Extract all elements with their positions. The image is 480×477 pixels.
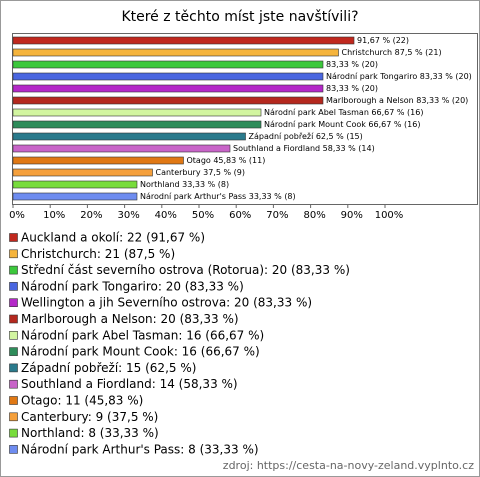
legend-swatch [9, 330, 18, 340]
legend-swatch [9, 265, 18, 275]
source: zdroj: https://cesta-na-novy-zeland.vypl… [223, 459, 474, 472]
legend-swatch [9, 379, 18, 389]
bar [12, 60, 324, 69]
legend-swatch [9, 347, 18, 356]
legend-swatch [9, 298, 18, 308]
bar [12, 120, 262, 129]
x-tick-label: 50% [192, 210, 214, 221]
x-tick-label: 0% [9, 210, 25, 221]
bar [12, 72, 324, 81]
legend-label: Národní park Abel Tasman: 16 (66,67 %) [21, 328, 264, 342]
legend-label: Národní park Arthur's Pass: 8 (33,33 %) [21, 442, 259, 456]
bar [12, 192, 138, 201]
x-tick-label: 80% [303, 210, 325, 221]
bar [12, 108, 262, 117]
legend-swatch [9, 445, 18, 454]
legend-label: Wellington a jih Severního ostrova: 20 (… [21, 296, 312, 310]
legend-label: Canterbury: 9 (37,5 %) [21, 410, 158, 424]
data-label: Canterbury 37,5 % (9) [156, 168, 245, 177]
data-label: 83,33 % (20) [326, 60, 378, 69]
plot-area [12, 33, 478, 205]
legend-swatch [9, 314, 18, 324]
data-label: Christchurch 87,5 % (21) [342, 48, 442, 57]
x-tick-label: 90% [341, 210, 363, 221]
legend-label: Otago: 11 (45,83 %) [21, 394, 143, 408]
legend-label: Northland: 8 (33,33 %) [21, 426, 159, 440]
legend-label: Southland a Fiordland: 14 (58,33 %) [21, 377, 238, 391]
legend-label: Marlborough a Nelson: 20 (83,33 %) [21, 312, 239, 326]
x-tick-label: 10% [43, 210, 65, 221]
bar [12, 156, 184, 165]
data-label: Národní park Tongariro 83,33 % (20) [326, 72, 472, 81]
bar [12, 84, 324, 93]
legend-swatch [9, 363, 18, 373]
x-tick-label: 70% [266, 210, 288, 221]
data-label: 83,33 % (20) [326, 84, 378, 93]
bar [12, 144, 231, 153]
legend-label: Národní park Tongariro: 20 (83,33 %) [21, 279, 244, 293]
legend-swatch [9, 412, 18, 422]
legend-label: Národní park Mount Cook: 16 (66,67 %) [21, 345, 260, 359]
bar [12, 180, 138, 189]
legend-label: Západní pobřeží: 15 (62,5 %) [21, 361, 196, 375]
chart-title: Které z těchto míst jste navštívili? [121, 9, 358, 25]
legend-label: Auckland a okolí: 22 (91,67 %) [21, 231, 205, 245]
legend-label: Střední část severního ostrova (Rotorua)… [21, 263, 350, 277]
legend-swatch [9, 428, 18, 438]
x-tick-label: 100% [375, 210, 404, 221]
data-label: Southland a Fiordland 58,33 % (14) [233, 144, 375, 153]
bar [12, 168, 153, 177]
bar [12, 48, 339, 57]
data-label: Marlborough a Nelson 83,33 % (20) [326, 96, 468, 105]
legend-swatch [9, 249, 18, 259]
bar [12, 36, 355, 45]
bar [12, 132, 246, 141]
data-label: Národní park Mount Cook 66,67 % (16) [264, 120, 420, 129]
legend-swatch [9, 396, 18, 405]
data-label: Národní park Arthur's Pass 33,33 % (8) [140, 192, 296, 201]
x-tick-label: 60% [229, 210, 251, 221]
data-label: Otago 45,83 % (11) [186, 156, 265, 165]
legend-swatch [9, 233, 18, 242]
bar [12, 96, 324, 105]
legend-label: Christchurch: 21 (87,5 %) [21, 247, 175, 261]
x-tick-label: 30% [117, 210, 139, 221]
x-tick-label: 40% [155, 210, 177, 221]
x-tick-label: 20% [80, 210, 102, 221]
data-label: Národní park Abel Tasman 66,67 % (16) [264, 108, 423, 117]
data-label: 91,67 % (22) [357, 36, 409, 45]
legend-swatch [9, 282, 18, 291]
data-label: Západní pobřeží 62,5 % (15) [249, 132, 363, 141]
data-label: Northland 33,33 % (8) [140, 180, 229, 189]
